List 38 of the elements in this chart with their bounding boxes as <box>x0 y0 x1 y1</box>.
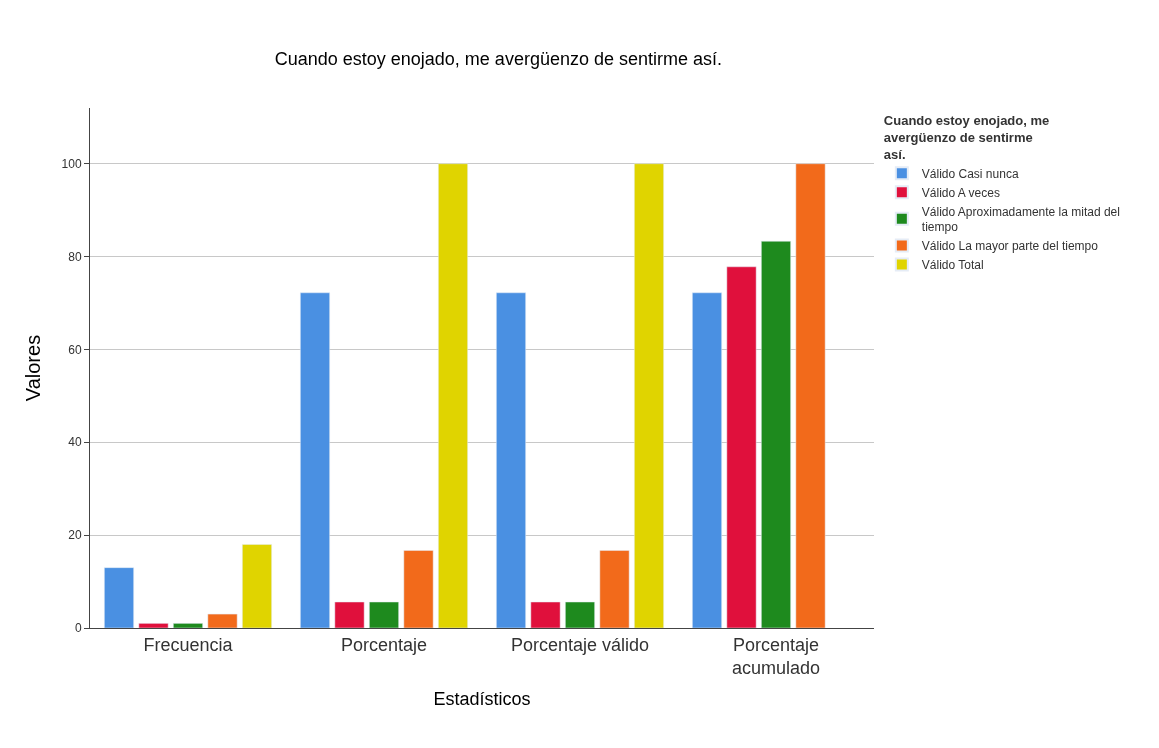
y-axis-title: Valores <box>22 334 45 402</box>
bar <box>334 601 365 628</box>
legend-label: Válido La mayor parte del tiempo <box>921 239 1099 254</box>
bar <box>565 601 595 628</box>
bar <box>242 544 272 628</box>
y-tick-label: 20 <box>68 528 82 543</box>
bar <box>726 266 757 628</box>
bar <box>207 613 238 628</box>
bar <box>634 163 664 628</box>
bar <box>692 292 722 628</box>
y-tick-label: 60 <box>68 342 82 357</box>
x-tick-label: Porcentaje acumulado <box>731 634 821 678</box>
y-tick-label: 0 <box>74 621 82 636</box>
text: Cuando estoy enojado, me avergüenzo de sentirme así. <box>883 112 1050 162</box>
x-tick-label: Porcentaje <box>340 634 428 655</box>
bar <box>496 292 526 628</box>
bar <box>369 601 399 628</box>
legend-title: Cuando estoy enojado, me avergüenzo de sentirme así. <box>274 48 723 69</box>
x-tick-label: Frecuencia <box>143 634 234 655</box>
bar <box>599 550 630 628</box>
bar <box>530 601 561 628</box>
bar <box>300 292 330 628</box>
bar <box>138 623 169 628</box>
legend-label: Válido Total <box>921 258 984 273</box>
bar <box>173 623 203 628</box>
y-tick-label: 80 <box>68 249 82 264</box>
x-axis-title: Estadísticos <box>433 689 531 710</box>
legend-label: Válido A veces <box>921 185 1000 200</box>
y-tick-label: 100 <box>61 156 82 171</box>
bar <box>438 163 468 628</box>
legend-label: Válido Casi nunca <box>921 166 1019 181</box>
legend-label: Válido Aproximadamente la mitad del tiempo <box>921 204 1120 235</box>
bar <box>761 241 791 628</box>
bar <box>795 163 826 628</box>
bar <box>403 550 434 628</box>
y-tick-label: 40 <box>68 435 82 450</box>
bar <box>104 567 134 628</box>
x-tick-label: Porcentaje válido <box>510 634 650 655</box>
